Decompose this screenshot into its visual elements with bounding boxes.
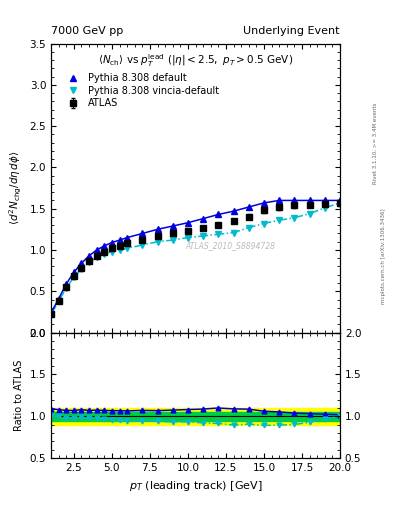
- Pythia 8.308 default: [201, 216, 206, 222]
- Text: Underlying Event: Underlying Event: [243, 26, 340, 36]
- Text: 7000 GeV pp: 7000 GeV pp: [51, 26, 123, 36]
- Pythia 8.308 vincia-default: [185, 234, 190, 241]
- Line: Pythia 8.308 vincia-default: Pythia 8.308 vincia-default: [48, 200, 343, 317]
- Pythia 8.308 vincia-default: [262, 221, 266, 227]
- Text: $\langle N_\mathrm{ch}\rangle$ vs $p_T^\mathrm{lead}$ $(|\eta|<2.5,\ p_T>0.5\ \m: $\langle N_\mathrm{ch}\rangle$ vs $p_T^\…: [98, 52, 293, 69]
- Pythia 8.308 vincia-default: [246, 225, 251, 231]
- Pythia 8.308 default: [246, 204, 251, 210]
- Pythia 8.308 default: [185, 220, 190, 226]
- Text: mcplots.cern.ch [arXiv:1306.3436]: mcplots.cern.ch [arXiv:1306.3436]: [381, 208, 386, 304]
- Pythia 8.308 default: [338, 197, 342, 203]
- Pythia 8.308 default: [125, 234, 129, 241]
- Pythia 8.308 vincia-default: [201, 233, 206, 239]
- Pythia 8.308 default: [110, 240, 114, 246]
- Pythia 8.308 vincia-default: [94, 254, 99, 261]
- Pythia 8.308 vincia-default: [338, 200, 342, 206]
- Pythia 8.308 default: [307, 197, 312, 203]
- Pythia 8.308 default: [140, 230, 145, 237]
- Pythia 8.308 default: [155, 226, 160, 232]
- Pythia 8.308 default: [262, 200, 266, 206]
- Pythia 8.308 default: [56, 295, 61, 302]
- Line: Pythia 8.308 default: Pythia 8.308 default: [48, 198, 343, 315]
- Pythia 8.308 vincia-default: [125, 245, 129, 251]
- Text: ATLAS_2010_S8894728: ATLAS_2010_S8894728: [185, 241, 275, 250]
- X-axis label: $p_T$ (leading track) [GeV]: $p_T$ (leading track) [GeV]: [129, 479, 263, 493]
- Pythia 8.308 default: [49, 310, 53, 316]
- Pythia 8.308 default: [87, 253, 92, 259]
- Pythia 8.308 default: [322, 197, 327, 203]
- Pythia 8.308 vincia-default: [277, 217, 281, 223]
- Pythia 8.308 vincia-default: [49, 311, 53, 317]
- Pythia 8.308 default: [170, 223, 175, 229]
- Pythia 8.308 default: [292, 197, 297, 203]
- Pythia 8.308 vincia-default: [322, 205, 327, 211]
- Pythia 8.308 default: [117, 237, 122, 243]
- Pythia 8.308 default: [277, 197, 281, 203]
- Pythia 8.308 vincia-default: [79, 266, 84, 272]
- Pythia 8.308 default: [94, 247, 99, 253]
- Pythia 8.308 vincia-default: [110, 248, 114, 254]
- Pythia 8.308 default: [102, 243, 107, 249]
- Pythia 8.308 vincia-default: [72, 274, 76, 280]
- Pythia 8.308 default: [216, 211, 221, 218]
- Pythia 8.308 vincia-default: [117, 247, 122, 253]
- Pythia 8.308 default: [231, 208, 236, 214]
- Pythia 8.308 vincia-default: [231, 229, 236, 236]
- Pythia 8.308 vincia-default: [307, 210, 312, 217]
- Pythia 8.308 vincia-default: [102, 251, 107, 257]
- Pythia 8.308 vincia-default: [56, 298, 61, 304]
- Text: Rivet 3.1.10, >= 3.4M events: Rivet 3.1.10, >= 3.4M events: [373, 103, 378, 184]
- Y-axis label: Ratio to ATLAS: Ratio to ATLAS: [14, 360, 24, 431]
- Pythia 8.308 default: [64, 281, 69, 287]
- Pythia 8.308 vincia-default: [140, 242, 145, 248]
- Pythia 8.308 vincia-default: [64, 285, 69, 291]
- Pythia 8.308 vincia-default: [87, 259, 92, 265]
- Pythia 8.308 vincia-default: [155, 239, 160, 245]
- Legend: Pythia 8.308 default, Pythia 8.308 vincia-default, ATLAS: Pythia 8.308 default, Pythia 8.308 vinci…: [62, 72, 221, 110]
- Pythia 8.308 vincia-default: [170, 237, 175, 243]
- Pythia 8.308 vincia-default: [216, 231, 221, 238]
- Pythia 8.308 default: [79, 260, 84, 266]
- Pythia 8.308 vincia-default: [292, 215, 297, 221]
- Pythia 8.308 default: [72, 269, 76, 275]
- Y-axis label: $\langle d^2 N_\mathrm{chg}/d\eta\,d\phi\rangle$: $\langle d^2 N_\mathrm{chg}/d\eta\,d\phi…: [8, 151, 24, 225]
